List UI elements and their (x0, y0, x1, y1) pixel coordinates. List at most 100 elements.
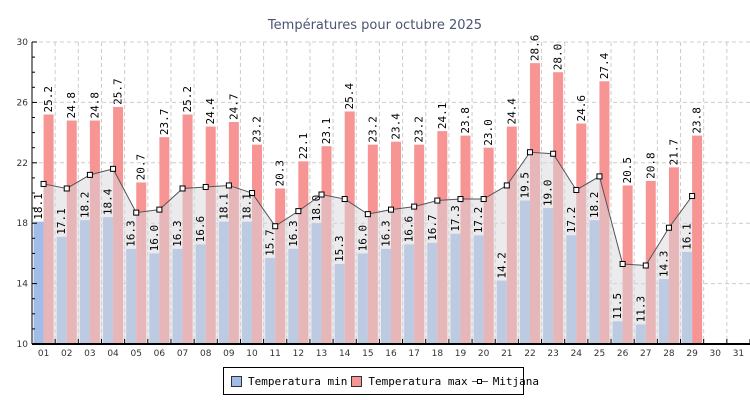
label-max: 20.8 (644, 152, 657, 179)
label-max: 23.4 (390, 113, 403, 140)
y-tick-label: 10 (17, 340, 29, 350)
label-min: 16.7 (426, 214, 439, 241)
label-min: 15.3 (333, 235, 346, 262)
label-min: 16.3 (125, 220, 138, 247)
label-max: 27.4 (598, 52, 611, 79)
label-max: 25.2 (42, 86, 55, 113)
label-min: 17.3 (449, 205, 462, 232)
label-max: 24.8 (88, 92, 101, 119)
x-tick-label: 23 (547, 349, 558, 359)
x-tick-label: 04 (107, 349, 119, 359)
mean-area-fill (43, 152, 693, 344)
mean-point (110, 165, 117, 172)
x-tick-label: 20 (478, 349, 490, 359)
x-tick-label: 11 (269, 349, 280, 359)
grid (32, 41, 750, 344)
label-max: 23.2 (251, 116, 264, 143)
label-min: 14.2 (495, 252, 508, 279)
label-max: 23.1 (320, 118, 333, 145)
label-min: 19.0 (542, 180, 555, 207)
mean-point (642, 262, 649, 269)
label-max: 28.6 (528, 35, 541, 62)
legend-item-max: Temperatura max (351, 374, 468, 388)
x-tick-label: 28 (663, 349, 675, 359)
value-labels: 18.1 25.2 17.1 24.8 18.2 24.8 18.4 25.7 16.3 20.7… (32, 35, 704, 323)
label-min: 11.5 (611, 293, 624, 320)
mean-point (411, 203, 418, 210)
label-max: 20.7 (135, 154, 148, 181)
x-tick-label: 26 (617, 349, 629, 359)
mean-point (388, 206, 394, 213)
label-max: 23.7 (158, 109, 171, 136)
label-min: 18.1 (217, 193, 230, 220)
label-min: 18.4 (102, 188, 115, 215)
x-tick-label: 19 (455, 349, 467, 359)
mean-point (133, 209, 140, 216)
x-tick-label: 17 (408, 349, 419, 359)
label-min: 18.2 (588, 192, 601, 219)
label-max: 20.5 (621, 157, 634, 184)
x-tick-label: 21 (501, 349, 512, 359)
label-min: 16.3 (287, 220, 300, 247)
chart-title: Températures pour octubre 2025 (267, 18, 482, 33)
label-max: 23.0 (482, 119, 495, 146)
label-min: 16.6 (403, 216, 416, 243)
label-max: 23.8 (691, 107, 704, 134)
label-max: 24.6 (575, 95, 588, 122)
label-min: 19.5 (518, 172, 531, 199)
x-tick-label: 18 (432, 349, 444, 359)
legend-label-max: Temperatura max (368, 374, 468, 388)
x-tick-label: 05 (130, 349, 141, 359)
label-min: 15.7 (264, 229, 277, 256)
mean-point (86, 171, 93, 178)
label-max: 28.0 (552, 44, 565, 71)
label-max: 24.4 (505, 98, 518, 125)
mean-point (63, 185, 70, 192)
legend: Temperatura min Temperatura max Mitjana (223, 367, 539, 395)
label-min: 17.1 (55, 208, 68, 235)
axes: 10 14 18 22 26 30 01 02 03 04 05 06 07 08 09 10 11 12 13 14… (17, 38, 750, 359)
x-tick-label: 03 (84, 349, 95, 359)
mean-point (480, 196, 487, 203)
x-tick-label: 10 (246, 349, 258, 359)
mean-point (573, 186, 580, 193)
x-tick-label: 16 (385, 349, 397, 359)
bar-min (33, 221, 44, 344)
mean-point (619, 260, 626, 267)
label-max: 24.4 (204, 98, 217, 125)
mean-point (689, 193, 696, 200)
label-max: 22.1 (297, 133, 310, 160)
label-min: 16.0 (356, 225, 369, 252)
label-max: 20.3 (274, 160, 287, 187)
mean-point (341, 196, 348, 203)
mean-point (249, 190, 256, 196)
label-max: 25.4 (343, 83, 356, 110)
label-min: 16.3 (171, 220, 184, 247)
mean-point (225, 182, 232, 189)
y-tick-label: 26 (17, 98, 29, 108)
label-min: 17.2 (472, 207, 485, 234)
mean-point (503, 182, 510, 189)
y-tick-label: 18 (17, 219, 29, 229)
label-max: 24.7 (227, 94, 240, 121)
mean-point (40, 180, 47, 187)
label-max: 23.2 (366, 116, 379, 143)
y-tick-label: 30 (17, 38, 29, 48)
mean-point (434, 197, 441, 204)
x-tick-label: 30 (710, 349, 722, 359)
y-tick-label: 22 (17, 159, 28, 169)
x-tick-label: 29 (686, 349, 698, 359)
x-tick-label: 31 (733, 349, 744, 359)
x-tick-label: 01 (38, 349, 49, 359)
label-min: 16.0 (148, 225, 161, 252)
label-min: 18.0 (310, 195, 323, 222)
label-max: 25.7 (112, 78, 125, 105)
legend-item-mean: Mitjana (471, 375, 539, 388)
label-max: 24.8 (65, 92, 78, 119)
x-tick-label: 14 (339, 349, 351, 359)
legend-label-min: Temperatura min (248, 374, 348, 388)
mean-point (596, 173, 603, 180)
mean-point (202, 183, 209, 190)
label-max: 24.1 (436, 103, 449, 130)
